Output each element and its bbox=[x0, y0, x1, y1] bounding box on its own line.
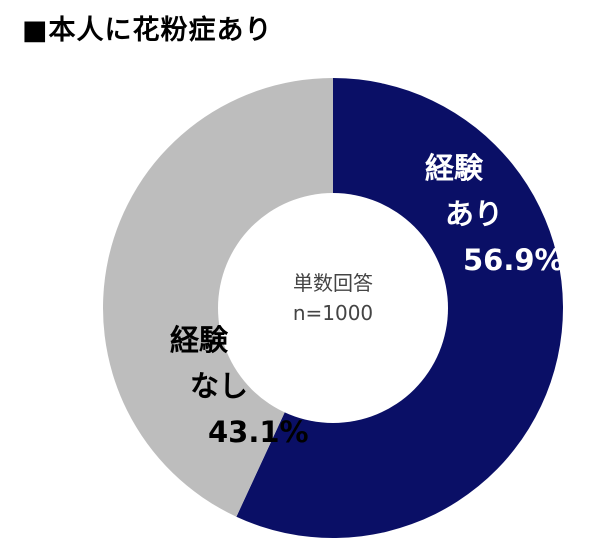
slice-label-0-line-0: 経験 bbox=[425, 151, 484, 185]
chart-title: ■本人に花粉症あり bbox=[22, 15, 273, 46]
center-text-response-type: 単数回答 bbox=[293, 271, 373, 295]
slice-value-label-0: 56.9% bbox=[463, 243, 564, 277]
slice-label-1-line-1: なし bbox=[190, 369, 248, 403]
slice-value-label-1: 43.1% bbox=[208, 415, 309, 449]
slice-label-0-line-1: あり bbox=[445, 197, 503, 231]
center-text-sample-size: n=1000 bbox=[293, 301, 373, 325]
donut-hole bbox=[218, 193, 448, 423]
slice-label-1-line-0: 経験 bbox=[170, 323, 229, 357]
